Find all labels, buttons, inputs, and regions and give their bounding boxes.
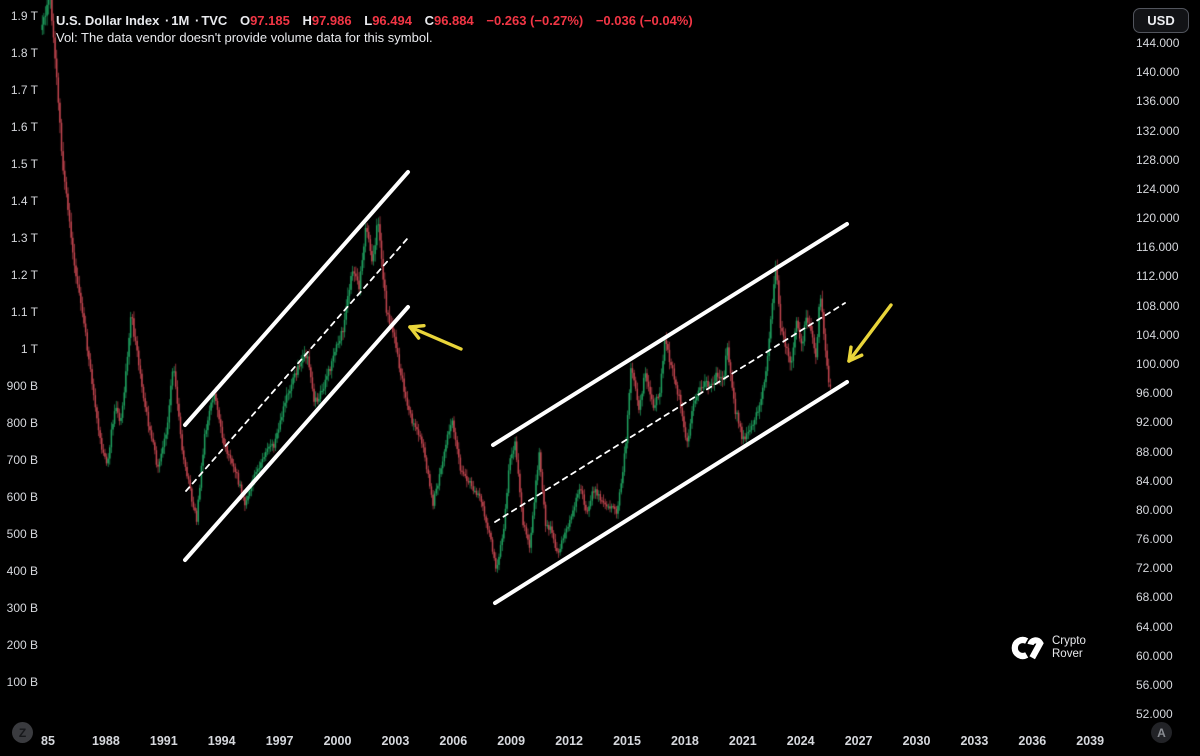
- volume-axis-label: 200 B: [6, 638, 38, 652]
- time-axis-label: 2015: [613, 734, 641, 748]
- time-axis-label: 2030: [902, 734, 931, 748]
- time-axis-label: 2039: [1076, 734, 1105, 748]
- volume-axis-label: 1.9 T: [10, 9, 38, 23]
- price-axis-label: 104.000: [1136, 327, 1180, 342]
- volume-axis[interactable]: 1.9 T 1.8 T 1.7 T 1.6 T 1.5 T 1.4 T 1.3 T 1.2 T…: [0, 0, 40, 728]
- autoscale-badge[interactable]: A: [1151, 722, 1172, 743]
- volume-axis-label: 1.3 T: [10, 231, 38, 245]
- price-axis-label: 52.000: [1136, 707, 1173, 722]
- interval-label: 1M: [171, 13, 190, 28]
- open-value: 97.185: [250, 13, 290, 28]
- price-axis-label: 116.000: [1136, 240, 1179, 255]
- time-axis[interactable]: 85 1988 1991 1994 1997 2000 2003 2006 2009 2012 20…: [0, 728, 1200, 756]
- volume-axis-label: 500 B: [6, 527, 38, 541]
- price-axis-label: 96.000: [1136, 386, 1173, 401]
- price-axis-label: 84.000: [1136, 473, 1173, 488]
- time-axis-label: 2006: [439, 734, 468, 748]
- volume-axis-label: 700 B: [6, 453, 38, 467]
- change-value: −0.263 (−0.27%): [486, 13, 584, 28]
- price-axis-label: 92.000: [1136, 415, 1173, 430]
- time-axis-label: 2024: [786, 734, 815, 748]
- watermark-line2: Rover: [1052, 648, 1083, 660]
- price-axis-label: 88.000: [1136, 444, 1173, 459]
- crypto-rover-mark-icon: [1011, 636, 1044, 660]
- time-axis-label: 2018: [670, 734, 699, 748]
- time-axis-label: 2036: [1018, 734, 1047, 748]
- volume-axis-label: 600 B: [6, 490, 38, 504]
- price-axis-label: 124.000: [1136, 181, 1180, 196]
- price-axis-label: 76.000: [1136, 532, 1173, 547]
- price-axis-label: 120.000: [1136, 211, 1180, 226]
- volume-axis-label: 1.8 T: [10, 46, 38, 60]
- time-axis-label: 2009: [497, 734, 526, 748]
- price-axis[interactable]: 144.000 140.000 136.000 132.000 128.000 124.0…: [1128, 0, 1200, 728]
- time-axis-label: 2033: [960, 734, 989, 748]
- close-label: C: [424, 13, 434, 28]
- time-axis-label: 2021: [728, 734, 757, 748]
- price-axis-label: 60.000: [1136, 648, 1173, 663]
- price-axis-label: 64.000: [1136, 619, 1173, 634]
- price-axis-label: 132.000: [1136, 123, 1180, 138]
- time-axis-label: 85: [41, 734, 55, 748]
- volume-axis-label: 800 B: [6, 416, 38, 430]
- volume-axis-label: 1.4 T: [10, 194, 38, 208]
- volume-axis-label: 300 B: [6, 601, 38, 615]
- change-secondary-value: −0.036 (−0.04%): [595, 13, 693, 28]
- volume-axis-label: 1.2 T: [10, 268, 38, 282]
- time-axis-label: 1988: [91, 734, 120, 748]
- open-label: O: [239, 13, 251, 28]
- low-label: L: [364, 13, 373, 28]
- high-label: H: [302, 13, 312, 28]
- volume-axis-label: 400 B: [6, 564, 38, 578]
- volume-axis-label: 100 B: [6, 675, 38, 689]
- volume-axis-label: 1.7 T: [10, 83, 38, 97]
- symbol-legend[interactable]: U.S. Dollar Index · 1M · TVC O97.185 H97.9…: [56, 13, 693, 28]
- price-axis-label: 80.000: [1136, 502, 1173, 517]
- price-axis-label: 112.000: [1136, 269, 1179, 284]
- currency-button[interactable]: USD: [1133, 8, 1189, 33]
- price-axis-label: 128.000: [1136, 152, 1180, 167]
- price-axis-label: 72.000: [1136, 561, 1173, 576]
- price-axis-label: 136.000: [1136, 94, 1180, 109]
- volume-axis-label: 1 T: [20, 342, 38, 356]
- time-axis-label: 2003: [381, 734, 410, 748]
- volume-axis-label: 1.1 T: [10, 305, 38, 319]
- time-axis-label: 2000: [323, 734, 352, 748]
- separator-dot: ·: [164, 13, 170, 28]
- symbol-title: U.S. Dollar Index · 1M · TVC: [56, 13, 228, 28]
- price-axis-label: 68.000: [1136, 590, 1173, 605]
- exchange-label: TVC: [201, 13, 228, 28]
- time-axis-label: 1994: [207, 734, 236, 748]
- high-value: 97.986: [311, 13, 352, 28]
- time-axis-label: 1991: [149, 734, 178, 748]
- close-value: 96.884: [433, 13, 474, 28]
- price-axis-label: 108.000: [1136, 298, 1180, 313]
- watermark-line1: Crypto: [1052, 635, 1086, 647]
- separator-dot: ·: [194, 13, 200, 28]
- crypto-rover-logo: Crypto Rover: [1008, 634, 1086, 662]
- time-axis-label: 2012: [555, 734, 583, 748]
- time-axis-label: 2027: [844, 734, 873, 748]
- volume-axis-label: 1.6 T: [10, 120, 38, 134]
- price-axis-label: 144.000: [1136, 36, 1180, 50]
- price-axis-label: 140.000: [1136, 65, 1180, 80]
- volume-axis-label: 1.5 T: [10, 157, 38, 171]
- time-axis-label: 1997: [265, 734, 294, 748]
- price-axis-label: 100.000: [1136, 356, 1180, 371]
- volume-axis-label: 900 B: [6, 379, 38, 393]
- volume-note: Vol: The data vendor doesn't provide vol…: [56, 30, 433, 45]
- price-axis-label: 56.000: [1136, 677, 1173, 692]
- timezone-badge[interactable]: Z: [12, 722, 33, 743]
- low-value: 96.494: [372, 13, 412, 28]
